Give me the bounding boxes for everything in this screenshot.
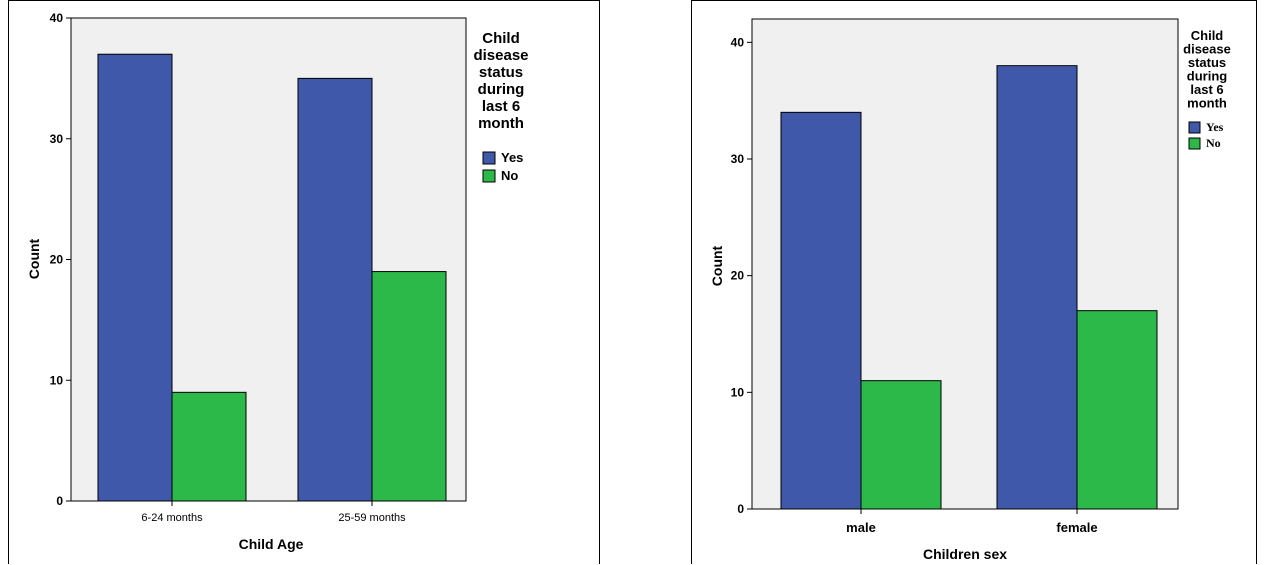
bar-no-2 xyxy=(371,271,447,502)
legend-label-no: No xyxy=(1206,136,1221,150)
legend-label-no: No xyxy=(501,168,518,183)
y-tick-label: 0 xyxy=(737,502,744,516)
bar-chart-child-age: 0 10 20 30 40 6-24 months 25-59 months Child Ag… xyxy=(26,11,529,552)
y-tick-label: 10 xyxy=(50,373,64,387)
legend-title-line: status xyxy=(1188,55,1226,70)
bar-chart-children-sex: 0 10 20 30 40 male female Children sex Count Chil… xyxy=(709,18,1231,562)
bar-yes-2 xyxy=(297,77,373,502)
x-tick-label: male xyxy=(846,520,876,535)
legend-title-line: Child xyxy=(482,30,520,47)
legend-title-line: disease xyxy=(1183,42,1231,57)
legend-title-line: Child xyxy=(1191,28,1224,43)
bar-no-1 xyxy=(171,391,247,502)
legend-title-line: status xyxy=(479,64,523,81)
y-tick-label: 20 xyxy=(50,253,64,267)
y-tick-label: 40 xyxy=(731,35,745,49)
legend-label-yes: Yes xyxy=(1206,120,1224,134)
legend-title-line: disease xyxy=(473,47,528,64)
y-tick-label: 40 xyxy=(50,11,64,25)
bar-yes-1 xyxy=(780,111,862,510)
legend-title-line: during xyxy=(478,81,525,98)
legend-swatch-no xyxy=(482,169,496,183)
y-tick-label: 30 xyxy=(731,152,745,166)
x-tick-label: female xyxy=(1056,520,1097,535)
y-axis-title: Count xyxy=(709,245,725,286)
legend-title-line: last 6 xyxy=(1190,82,1223,97)
legend-title-line: last 6 xyxy=(482,98,520,115)
chart-panel-child-age: 0 10 20 30 40 6-24 months 25-59 months Child Ag… xyxy=(8,0,600,564)
y-tick-label: 10 xyxy=(731,385,745,399)
legend-swatch-yes xyxy=(482,151,496,165)
x-tick-label: 25-59 months xyxy=(338,512,406,524)
bar-yes-2 xyxy=(996,65,1078,510)
legend-title-line: month xyxy=(478,115,524,132)
legend-title-line: month xyxy=(1187,96,1227,111)
x-axis-title: Child Age xyxy=(239,536,304,552)
legend-swatch-yes xyxy=(1188,121,1201,134)
legend-label-yes: Yes xyxy=(501,150,523,165)
bar-no-2 xyxy=(1076,310,1158,510)
x-axis-title: Children sex xyxy=(923,546,1007,562)
y-axis-title: Count xyxy=(26,238,42,279)
bar-yes-1 xyxy=(97,53,173,502)
y-tick-label: 0 xyxy=(56,494,63,508)
chart-panel-children-sex: 0 10 20 30 40 male female Children sex Count Chil… xyxy=(691,0,1257,564)
y-tick-label: 30 xyxy=(50,132,64,146)
bar-no-1 xyxy=(860,380,942,510)
x-tick-label: 6-24 months xyxy=(141,512,203,524)
legend-title-line: during xyxy=(1187,69,1227,84)
legend-swatch-no xyxy=(1188,137,1201,150)
y-tick-label: 20 xyxy=(731,269,745,283)
